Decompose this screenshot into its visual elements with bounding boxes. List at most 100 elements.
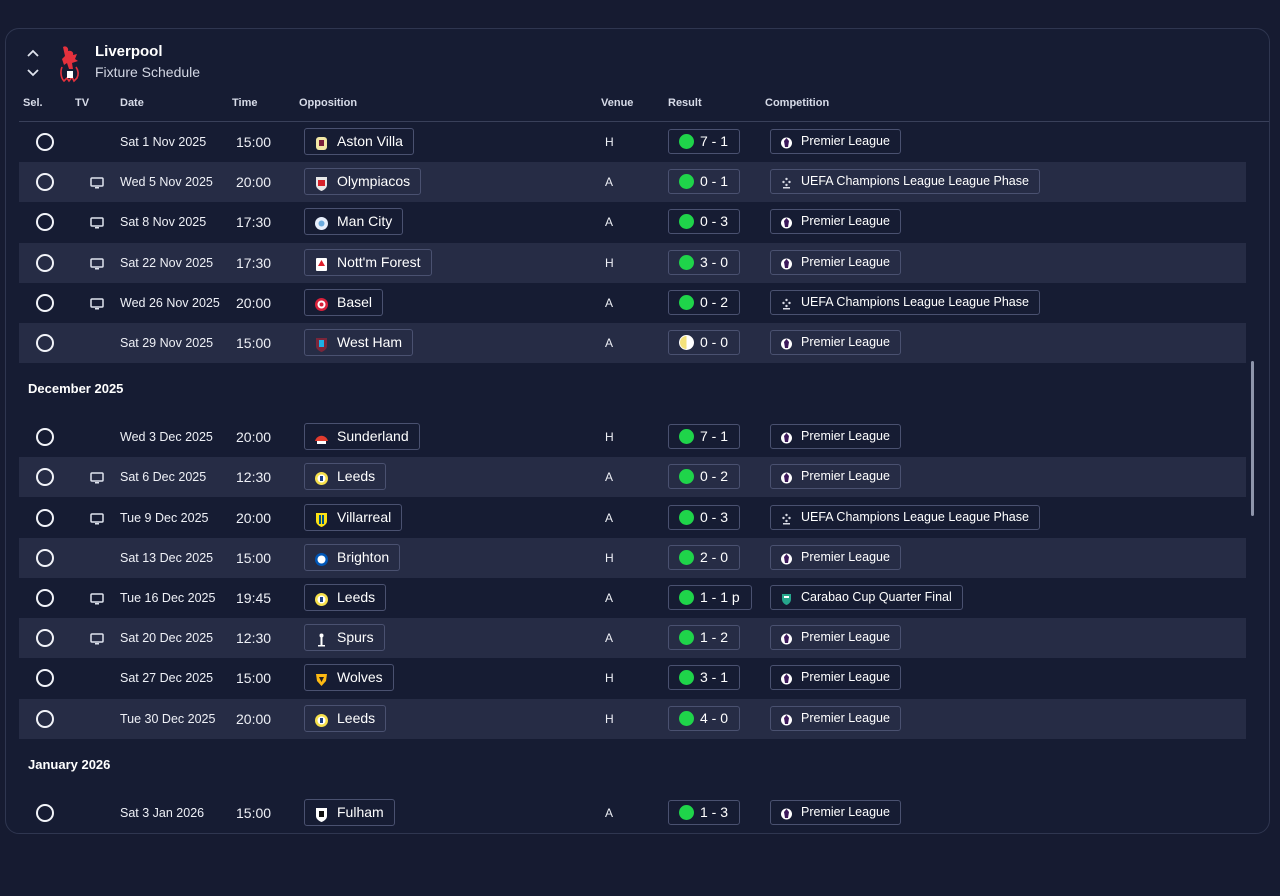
competition-button[interactable]: Premier League <box>770 799 901 825</box>
competition-button[interactable]: Premier League <box>770 424 901 450</box>
select-radio[interactable] <box>36 428 54 447</box>
fixture-date: Sat 27 Dec 2025 <box>120 671 214 686</box>
select-radio[interactable] <box>36 468 54 487</box>
select-radio[interactable] <box>36 629 54 648</box>
opposition-button[interactable]: Wolves <box>304 664 394 692</box>
fixture-row-partial[interactable] <box>19 833 1246 834</box>
fixture-date: Sat 1 Nov 2025 <box>120 135 207 149</box>
competition-button[interactable]: Premier League <box>770 625 901 651</box>
result-button[interactable]: 1 - 3 <box>668 799 741 825</box>
select-radio[interactable] <box>36 133 54 151</box>
competition-name: Premier League <box>801 630 890 645</box>
competition-button[interactable]: Carabao Cup Quarter Final <box>770 585 963 610</box>
result-button[interactable]: 1 - 1 p <box>668 585 752 610</box>
fixture-row[interactable]: Wed 3 Dec 2025 20:00 Sunderland H 7 - 1 Premi… <box>19 417 1246 457</box>
result-button[interactable]: 0 - 3 <box>668 504 741 530</box>
fixture-time: 20:00 <box>236 509 272 526</box>
competition-button[interactable]: UEFA Champions League League Phase <box>770 289 1040 315</box>
result-button[interactable]: 3 - 0 <box>668 249 741 275</box>
result-score: 4 - 0 <box>700 709 729 726</box>
opposition-button[interactable]: Basel <box>304 288 384 316</box>
opposition-button[interactable]: West Ham <box>304 329 414 356</box>
opposition-button[interactable]: Fulham <box>304 798 395 826</box>
select-radio[interactable] <box>36 253 54 272</box>
competition-button[interactable]: Premier League <box>770 544 901 570</box>
fixture-row[interactable]: Wed 26 Nov 2025 20:00 Basel A 0 - 2 UEFA Cham… <box>19 283 1246 323</box>
select-radio[interactable] <box>36 548 54 567</box>
select-radio[interactable] <box>36 803 54 822</box>
fixture-row[interactable]: Sat 6 Dec 2025 12:30 Leeds A 0 - 2 Premier Le… <box>19 457 1246 498</box>
fixture-row[interactable]: Sat 13 Dec 2025 15:00 Brighton H 2 - 0 Premie… <box>19 537 1246 578</box>
column-header-time[interactable]: Time <box>232 97 258 109</box>
fixture-row[interactable]: Tue 30 Dec 2025 20:00 Leeds H 4 - 0 Premier L… <box>19 698 1246 739</box>
select-radio[interactable] <box>36 709 54 728</box>
column-header-date[interactable]: Date <box>120 97 144 109</box>
result-button[interactable]: 7 - 1 <box>668 424 741 450</box>
result-button[interactable]: 0 - 2 <box>668 464 741 490</box>
competition-button[interactable]: Premier League <box>770 665 901 691</box>
competition-name: Premier League <box>801 670 890 685</box>
competition-button[interactable]: Premier League <box>770 209 901 235</box>
result-button[interactable]: 0 - 0 <box>668 330 741 355</box>
result-button[interactable]: 3 - 1 <box>668 665 741 691</box>
fixture-row[interactable]: Tue 16 Dec 2025 19:45 Leeds A 1 - 1 p Carabao… <box>19 578 1246 618</box>
result-button[interactable]: 0 - 2 <box>668 289 741 315</box>
opposition-button[interactable]: Villarreal <box>304 503 403 531</box>
panel-header: Liverpool Fixture Schedule <box>6 29 1269 91</box>
premier-league-icon <box>780 430 793 444</box>
competition-button[interactable]: Premier League <box>770 464 901 490</box>
tv-icon <box>90 297 104 310</box>
select-radio[interactable] <box>36 213 54 232</box>
select-radio[interactable] <box>36 173 54 192</box>
opposition-button[interactable]: Nott'm Forest <box>304 248 432 276</box>
opposition-button[interactable]: Leeds <box>304 584 387 611</box>
column-header-sel[interactable]: Sel. <box>23 97 43 109</box>
opposition-button[interactable]: Man City <box>304 208 404 236</box>
column-header-tv[interactable]: TV <box>75 97 90 109</box>
fixture-row[interactable]: Sat 3 Jan 2026 15:00 Fulham A 1 - 3 Premier L… <box>19 793 1246 833</box>
vertical-scrollbar[interactable] <box>1251 361 1254 516</box>
fixture-row[interactable]: Sat 27 Dec 2025 15:00 Wolves H 3 - 1 Premier … <box>19 658 1246 698</box>
select-radio[interactable] <box>36 508 54 527</box>
select-radio[interactable] <box>36 589 54 607</box>
competition-button[interactable]: Premier League <box>770 129 901 154</box>
result-button[interactable]: 2 - 0 <box>668 544 741 570</box>
column-header-opposition[interactable]: Opposition <box>299 97 358 109</box>
result-button[interactable]: 7 - 1 <box>668 129 741 154</box>
select-radio[interactable] <box>36 293 54 312</box>
column-header-result[interactable]: Result <box>668 97 702 109</box>
opposition-button[interactable]: Aston Villa <box>304 128 414 155</box>
team-name: Liverpool <box>95 43 163 60</box>
fixture-row[interactable]: Sat 8 Nov 2025 17:30 Man City A 0 - 3 Premier… <box>19 202 1246 242</box>
result-button[interactable]: 1 - 2 <box>668 625 741 651</box>
opposition-button[interactable]: Spurs <box>304 624 385 652</box>
fixture-row[interactable]: Wed 5 Nov 2025 20:00 Olympiacos A 0 - 1 UEFA … <box>19 162 1246 203</box>
competition-button[interactable]: UEFA Champions League League Phase <box>770 169 1040 195</box>
opposition-button[interactable]: Olympiacos <box>304 168 422 196</box>
fixture-row[interactable]: Sat 22 Nov 2025 17:30 Nott'm Forest H 3 - 0 P… <box>19 242 1246 283</box>
result-button[interactable]: 0 - 1 <box>668 169 741 195</box>
fixture-row[interactable]: Sat 20 Dec 2025 12:30 Spurs A 1 - 2 Premier L… <box>19 618 1246 659</box>
result-button[interactable]: 0 - 3 <box>668 209 741 235</box>
chevron-down-icon[interactable] <box>26 67 40 79</box>
fixture-row[interactable]: Sat 1 Nov 2025 15:00 Aston Villa H 7 - 1 Prem… <box>19 122 1246 162</box>
fixture-list[interactable]: Sat 1 Nov 2025 15:00 Aston Villa H 7 - 1 Prem… <box>19 122 1246 834</box>
fixture-row[interactable]: Sat 29 Nov 2025 15:00 West Ham A 0 - 0 Premie… <box>19 323 1246 363</box>
opposition-button[interactable]: Sunderland <box>304 423 420 451</box>
opposition-button[interactable]: Brighton <box>304 543 401 571</box>
competition-button[interactable]: Premier League <box>770 249 901 275</box>
chevron-up-icon[interactable] <box>26 47 40 59</box>
column-header-competition[interactable]: Competition <box>765 97 830 109</box>
competition-button[interactable]: Premier League <box>770 330 901 355</box>
result-score: 1 - 3 <box>700 803 729 820</box>
select-radio[interactable] <box>36 669 54 688</box>
fixture-row[interactable]: Tue 9 Dec 2025 20:00 Villarreal A 0 - 3 UEFA … <box>19 498 1246 538</box>
opposition-button[interactable]: Leeds <box>304 463 387 491</box>
competition-button[interactable]: UEFA Champions League League Phase <box>770 504 1040 530</box>
select-radio[interactable] <box>36 334 54 352</box>
column-header-venue[interactable]: Venue <box>601 97 634 109</box>
competition-button[interactable]: Premier League <box>770 705 901 731</box>
venue: A <box>605 470 614 485</box>
result-button[interactable]: 4 - 0 <box>668 705 741 731</box>
opposition-button[interactable]: Leeds <box>304 704 387 732</box>
